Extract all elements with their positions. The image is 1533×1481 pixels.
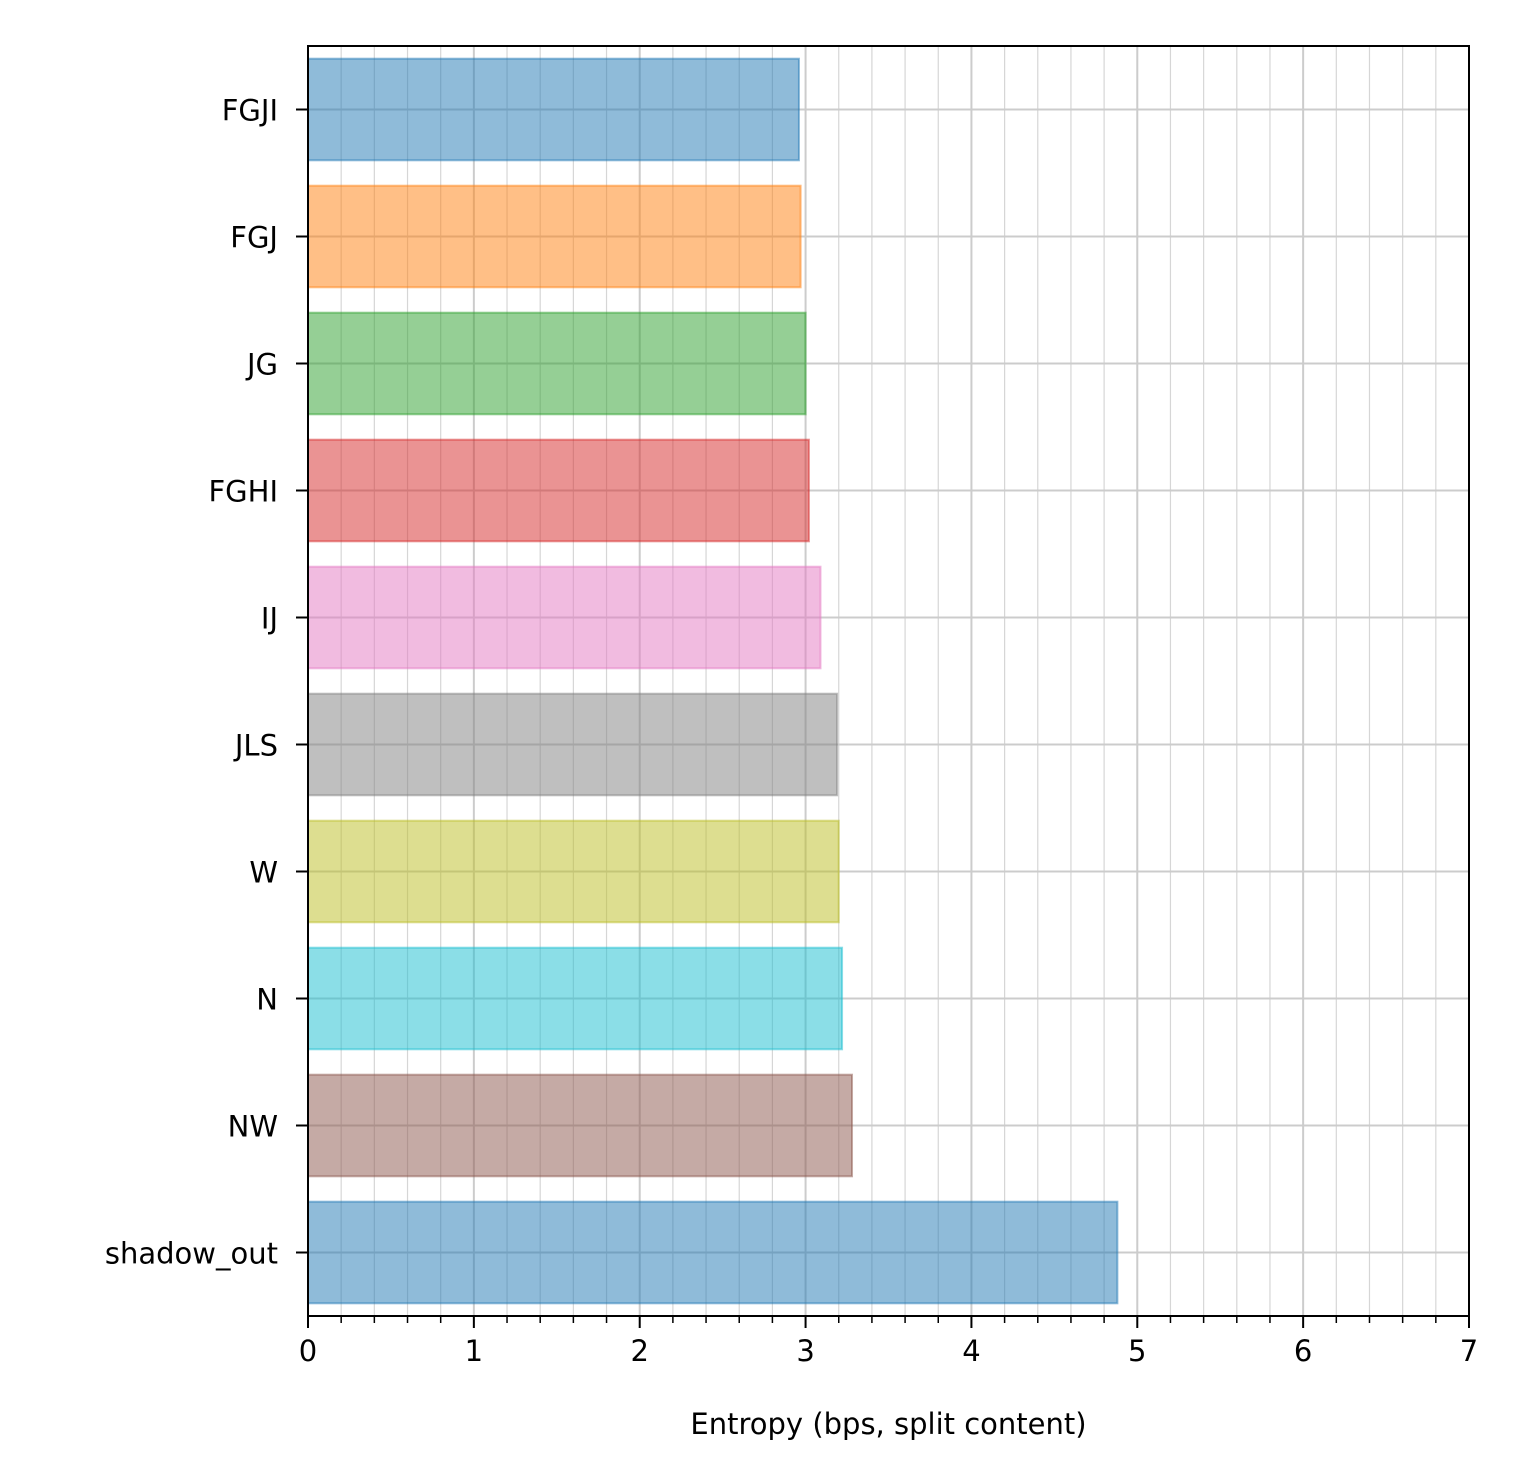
x-axis-label: Entropy (bps, split content) <box>690 1407 1086 1441</box>
bar-jls <box>307 692 839 797</box>
x-tick-label: 5 <box>1128 1334 1146 1368</box>
bar-fghi <box>307 438 810 543</box>
y-tick-label: JLS <box>233 729 278 763</box>
y-tick-label: FGHI <box>208 475 278 509</box>
x-tick-label: 6 <box>1294 1334 1312 1368</box>
bar-jg <box>307 311 807 416</box>
bar-nw <box>307 1073 854 1178</box>
plot-frame <box>307 45 1470 1317</box>
bar-fgji <box>307 57 800 162</box>
x-tick-label: 4 <box>962 1334 980 1368</box>
y-tick-label: JG <box>245 348 278 382</box>
x-tick-label: 1 <box>465 1334 483 1368</box>
x-tick-label: 7 <box>1460 1334 1478 1368</box>
bar-w <box>307 819 840 924</box>
y-tick-label: FGJI <box>222 94 278 128</box>
bar-fgj <box>307 184 802 289</box>
y-tick-label: IJ <box>261 602 278 636</box>
y-tick-label: W <box>249 856 278 890</box>
y-axis-ticks: FGJI FGJ JG FGHI IJ JLS W N NW shadow_out <box>105 94 308 1271</box>
x-tick-label: 3 <box>796 1334 814 1368</box>
y-tick-label: FGJ <box>230 221 278 255</box>
y-tick-label: NW <box>228 1110 278 1144</box>
x-tick-label: 0 <box>299 1334 317 1368</box>
y-tick-label: shadow_out <box>105 1237 278 1271</box>
bar-ij <box>307 565 822 670</box>
x-tick-label: 2 <box>630 1334 648 1368</box>
bars-group <box>307 57 1119 1305</box>
bar-n <box>307 946 844 1051</box>
x-axis-ticks: 0 1 2 3 4 5 6 7 <box>299 1316 1478 1368</box>
bar-shadow-out <box>307 1200 1119 1305</box>
y-tick-label: N <box>256 983 278 1017</box>
